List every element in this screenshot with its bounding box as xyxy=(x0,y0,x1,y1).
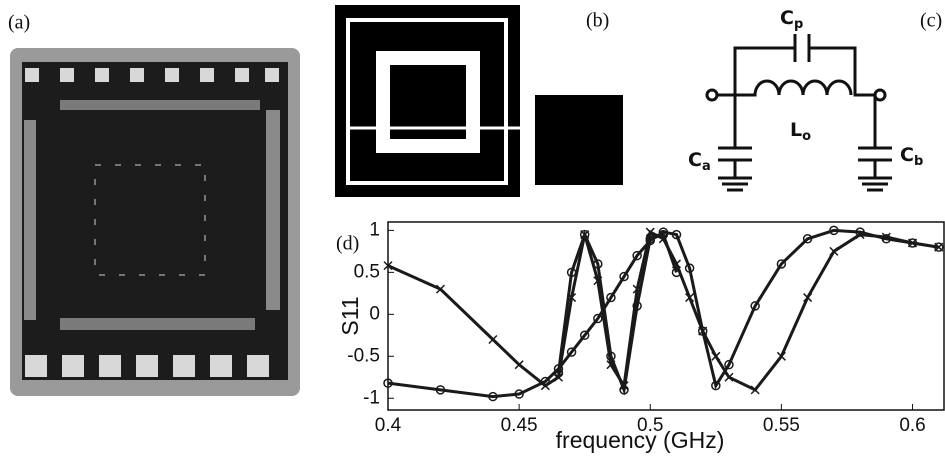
marker xyxy=(579,330,590,341)
x-tick-label: 0.55 xyxy=(763,415,800,436)
marker xyxy=(514,360,524,370)
marker xyxy=(645,234,656,244)
marker xyxy=(750,301,760,311)
subscript: p xyxy=(794,17,803,32)
panel-label: (b) xyxy=(586,10,609,32)
symbol: C xyxy=(688,149,702,171)
marker xyxy=(645,227,655,237)
symbol: L xyxy=(790,119,802,141)
inductor-layout xyxy=(335,5,623,197)
marker xyxy=(829,225,839,236)
marker xyxy=(619,385,629,395)
marker xyxy=(776,351,786,361)
marker xyxy=(632,250,642,261)
y-tick-label: 0.5 xyxy=(354,261,380,282)
marker xyxy=(488,334,498,345)
y-tick-label: -0.5 xyxy=(347,345,380,366)
marker xyxy=(514,389,524,399)
marker xyxy=(724,359,734,370)
marker xyxy=(435,385,446,395)
marker xyxy=(540,381,550,391)
marker xyxy=(593,259,603,269)
marker xyxy=(658,229,669,240)
marker xyxy=(803,293,813,303)
symbol: C xyxy=(780,7,794,29)
marker xyxy=(579,229,590,240)
marker xyxy=(593,313,603,324)
marker xyxy=(881,232,891,242)
series-line xyxy=(387,228,939,399)
marker xyxy=(776,259,787,269)
series-line xyxy=(556,230,678,396)
marker xyxy=(606,351,616,362)
marker xyxy=(934,242,944,252)
y-axis-label: S11 xyxy=(337,296,363,335)
lo-label: Lo xyxy=(790,119,811,144)
x-axis-label: frequency (GHz) xyxy=(556,427,725,453)
marker xyxy=(553,368,564,378)
x-tick-label: 0.6 xyxy=(899,415,925,436)
x-tick-label: 0.4 xyxy=(375,415,402,436)
circuit-diagram xyxy=(705,34,892,192)
chip-photo xyxy=(10,48,300,396)
x-tick-label: 0.45 xyxy=(501,415,538,436)
panel-label: (a) xyxy=(8,12,30,34)
subscript: a xyxy=(702,159,711,174)
panel-label: (d) xyxy=(336,233,359,255)
subscript: b xyxy=(914,154,923,169)
marker xyxy=(671,267,682,278)
plot-frame xyxy=(387,221,945,411)
x-tick-label: 0.5 xyxy=(637,415,663,436)
y-tick-label: -1 xyxy=(363,387,380,408)
ca-label: Ca xyxy=(688,149,711,174)
marker xyxy=(750,385,760,395)
marker xyxy=(698,326,708,336)
marker xyxy=(855,230,865,240)
panel-label: (c) xyxy=(920,10,942,32)
marker xyxy=(566,267,577,278)
marker xyxy=(802,234,813,244)
marker xyxy=(711,380,721,391)
marker xyxy=(566,347,577,357)
marker xyxy=(435,284,445,294)
symbol: C xyxy=(900,144,914,166)
cb-label: Cb xyxy=(900,144,923,169)
marker xyxy=(488,391,498,402)
marker xyxy=(829,246,839,256)
subscript: o xyxy=(802,129,811,144)
marker xyxy=(685,293,695,303)
marker xyxy=(711,351,721,361)
marker xyxy=(907,238,918,248)
marker xyxy=(684,263,695,273)
chip-ring xyxy=(94,164,206,276)
y-tick-label: 1 xyxy=(369,219,380,240)
marker xyxy=(619,271,629,282)
marker xyxy=(632,301,642,311)
marker xyxy=(606,292,616,303)
marker xyxy=(671,229,682,240)
cp-label: Cp xyxy=(780,7,803,32)
y-tick-label: 0 xyxy=(369,303,380,324)
chip-pads xyxy=(24,68,280,377)
series-line xyxy=(387,229,939,392)
marker xyxy=(383,261,393,271)
marker xyxy=(383,378,393,388)
marker xyxy=(724,372,734,382)
